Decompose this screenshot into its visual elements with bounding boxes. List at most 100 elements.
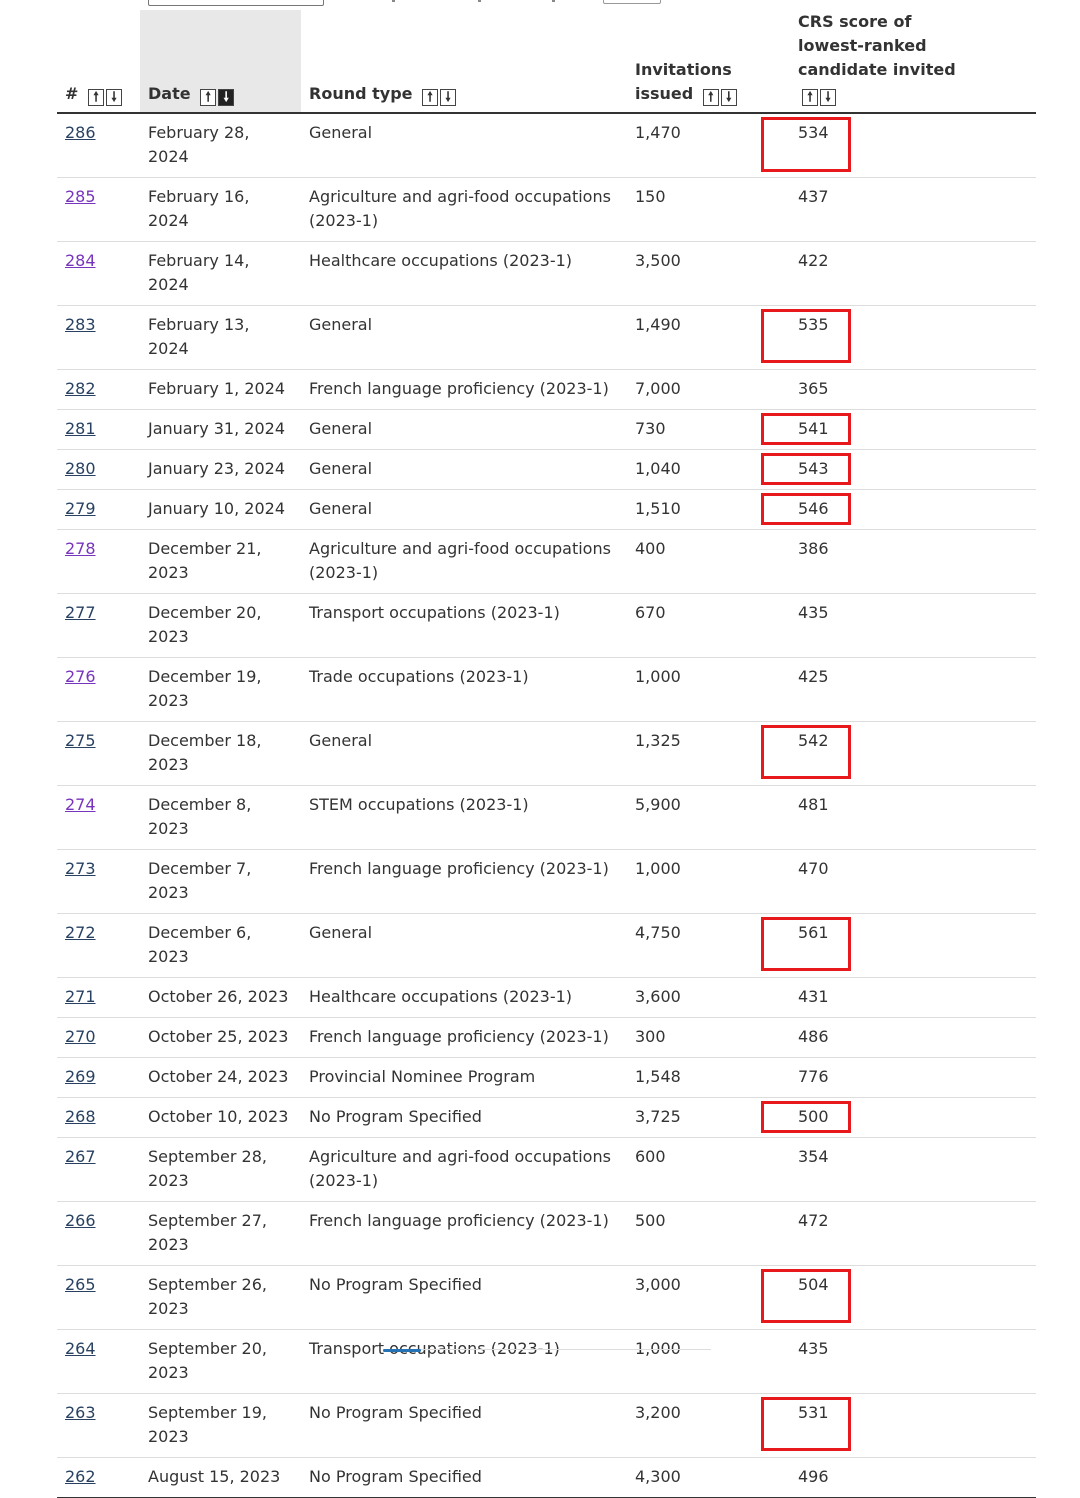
round-number-cell-value[interactable]: 268: [65, 1107, 96, 1126]
invitations-cell-value: 400: [635, 539, 666, 558]
arrow-down-icon[interactable]: 🠗: [105, 89, 122, 106]
round-number-cell: 272: [57, 913, 140, 978]
round-type-cell-value: General: [309, 499, 373, 518]
round-number-cell-value[interactable]: 266: [65, 1211, 96, 1230]
column-header-num[interactable]: # 🠕 🠗: [57, 10, 140, 114]
round-number-cell-value[interactable]: 262: [65, 1467, 96, 1486]
date-cell-value: December 8, 2023: [148, 795, 252, 838]
invitations-cell: 500: [627, 1201, 790, 1266]
column-header-date[interactable]: Date 🠕 🠗: [140, 10, 301, 114]
crs-score-cell: 500: [761, 1097, 1036, 1138]
invitations-cell-value: 3,725: [635, 1107, 681, 1126]
table-row: 272 December 6, 2023 General 4,750 561: [57, 913, 1036, 978]
date-cell-value: December 6, 2023: [148, 923, 252, 966]
round-number-cell: 284: [57, 241, 140, 306]
invitations-cell: 5,900: [627, 785, 790, 850]
round-type-cell-value: General: [309, 123, 373, 142]
invitations-cell: 400: [627, 529, 790, 594]
round-number-cell-value[interactable]: 279: [65, 499, 96, 518]
round-number-cell: 278: [57, 529, 140, 594]
control-label-fragment: [552, 0, 555, 2]
round-type-cell: No Program Specified: [301, 1393, 627, 1458]
round-number-cell-value[interactable]: 272: [65, 923, 96, 942]
arrow-down-icon[interactable]: 🠗: [720, 89, 737, 106]
arrow-up-icon[interactable]: 🠕: [802, 89, 818, 106]
crs-score-cell: 386: [790, 529, 1036, 594]
date-cell: September 19, 2023: [140, 1393, 301, 1458]
crs-score-cell: 531: [761, 1393, 1036, 1458]
round-number-cell: 270: [57, 1017, 140, 1058]
round-type-cell-value: General: [309, 923, 373, 942]
round-number-cell-value[interactable]: 286: [65, 123, 96, 142]
pagination-current-indicator[interactable]: [383, 1349, 421, 1352]
round-type-cell-value: Agriculture and agri-food occupations (2…: [309, 539, 611, 582]
round-number-cell-value[interactable]: 277: [65, 603, 96, 622]
round-number-cell-value[interactable]: 273: [65, 859, 96, 878]
crs-score-cell-value: 365: [798, 379, 829, 398]
crs-score-cell: 504: [761, 1265, 1036, 1330]
crs-score-cell-value: 496: [798, 1467, 829, 1486]
round-number-cell-value[interactable]: 265: [65, 1275, 96, 1294]
round-type-cell-value: STEM occupations (2023-1): [309, 795, 529, 814]
arrow-up-icon[interactable]: 🠕: [87, 89, 104, 106]
invitations-cell: 300: [627, 1017, 790, 1058]
round-number-cell-value[interactable]: 278: [65, 539, 96, 558]
invitations-cell-value: 5,900: [635, 795, 681, 814]
invitations-cell-value: 1,325: [635, 731, 681, 750]
round-type-cell: General: [301, 449, 627, 490]
arrow-up-icon[interactable]: 🠕: [702, 89, 719, 106]
round-number-cell-value[interactable]: 269: [65, 1067, 96, 1086]
round-number-cell-value[interactable]: 281: [65, 419, 96, 438]
table-body: 286 February 28, 2024 General 1,470 534 285 Fe…: [57, 113, 1036, 1498]
round-number-cell-value[interactable]: 270: [65, 1027, 96, 1046]
round-number-cell-value[interactable]: 284: [65, 251, 96, 270]
crs-score-cell-value: 431: [798, 987, 829, 1006]
round-number-cell-value[interactable]: 275: [65, 731, 96, 750]
round-type-cell-value: French language proficiency (2023-1): [309, 379, 609, 398]
column-header-crs[interactable]: CRS score of lowest-ranked candidate inv…: [790, 10, 1036, 114]
round-number-cell-value[interactable]: 264: [65, 1339, 96, 1358]
crs-score-cell-value: 354: [798, 1147, 829, 1166]
control-label-fragment: [392, 0, 395, 2]
invitations-cell-value: 3,000: [635, 1275, 681, 1294]
table-header-row: # 🠕 🠗 Date 🠕 🠗 Round type 🠕 🠗 Invitations i…: [57, 10, 1036, 114]
highlight-box: [761, 917, 851, 971]
crs-score-cell-value: 534: [798, 123, 829, 142]
round-number-cell-value[interactable]: 267: [65, 1147, 96, 1166]
round-number-cell-value[interactable]: 283: [65, 315, 96, 334]
round-number-cell-value[interactable]: 285: [65, 187, 96, 206]
table-row: 285 February 16, 2024 Agriculture and agri…: [57, 177, 1036, 242]
round-number-cell: 286: [57, 113, 140, 178]
filter-input[interactable]: [148, 0, 324, 6]
arrow-up-icon[interactable]: 🠕: [422, 89, 439, 106]
round-number-cell-value[interactable]: 276: [65, 667, 96, 686]
column-header-round-type[interactable]: Round type 🠕 🠗: [301, 10, 627, 114]
arrow-down-icon[interactable]: 🠗: [440, 89, 457, 106]
round-number-cell: 274: [57, 785, 140, 850]
date-cell-value: January 10, 2024: [148, 499, 285, 518]
arrow-down-icon[interactable]: 🠗: [218, 89, 235, 106]
invitations-cell-value: 3,500: [635, 251, 681, 270]
invitations-cell: 150: [627, 177, 790, 242]
crs-score-cell: 546: [761, 489, 1036, 530]
round-number-cell-value[interactable]: 271: [65, 987, 96, 1006]
round-number-cell-value[interactable]: 274: [65, 795, 96, 814]
round-number-cell: 277: [57, 593, 140, 658]
arrow-up-icon[interactable]: 🠕: [200, 89, 217, 106]
column-header-invitations[interactable]: Invitations issued 🠕 🠗: [627, 10, 790, 114]
crs-score-cell-value: 535: [798, 315, 829, 334]
table-row: 281 January 31, 2024 General 730 541: [57, 409, 1036, 450]
round-number-cell-value[interactable]: 282: [65, 379, 96, 398]
round-number-cell: 281: [57, 409, 140, 450]
column-header-label: Round type: [309, 84, 413, 103]
round-number-cell-value[interactable]: 280: [65, 459, 96, 478]
page-size-select[interactable]: [603, 0, 661, 4]
crs-score-cell-value: 472: [798, 1211, 829, 1230]
round-number-cell-value[interactable]: 263: [65, 1403, 96, 1422]
arrow-down-icon[interactable]: 🠗: [820, 89, 836, 106]
crs-score-cell: 481: [790, 785, 1036, 850]
round-type-cell: STEM occupations (2023-1): [301, 785, 627, 850]
round-type-cell: Agriculture and agri-food occupations (2…: [301, 529, 627, 594]
table-row: 263 September 19, 2023 No Program Specifie…: [57, 1393, 1036, 1458]
crs-score-cell-value: 486: [798, 1027, 829, 1046]
